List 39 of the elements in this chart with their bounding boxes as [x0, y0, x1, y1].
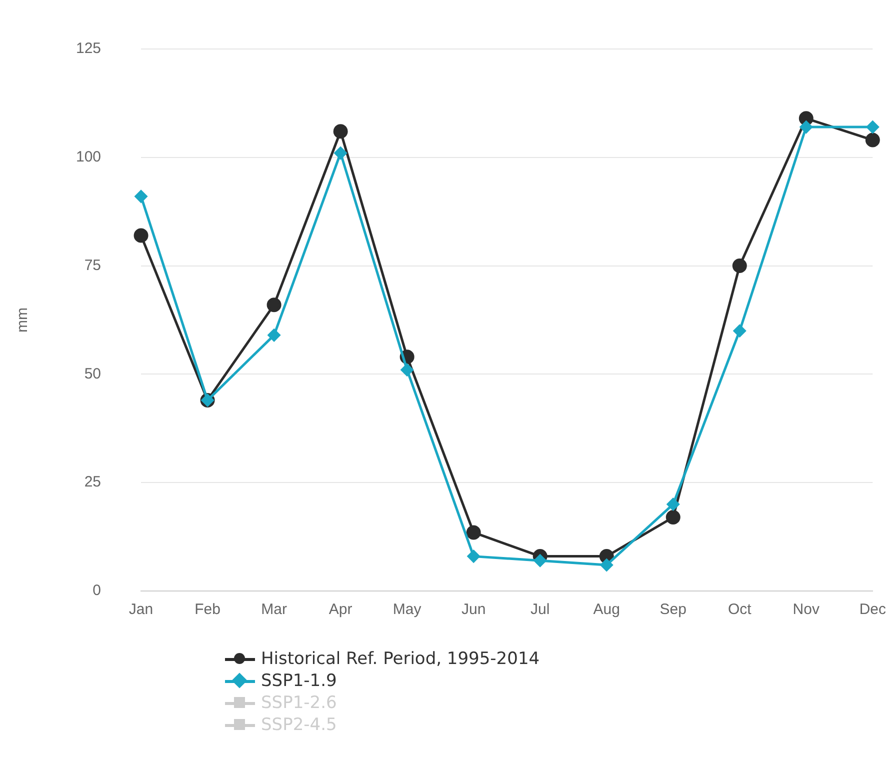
- point: [733, 324, 746, 338]
- point: [268, 328, 280, 342]
- point: [334, 146, 347, 160]
- y-tick-label: 25: [84, 474, 102, 491]
- x-tick-label: Mar: [261, 601, 287, 618]
- x-tick-label: Jan: [128, 601, 154, 618]
- point: [266, 298, 282, 312]
- x-tick-label: Feb: [194, 601, 220, 618]
- point: [666, 498, 680, 511]
- point: [666, 510, 680, 525]
- x-tick-label: Oct: [728, 601, 752, 618]
- point: [534, 554, 546, 567]
- x-tick-label: Dec: [859, 601, 886, 618]
- point: [865, 132, 880, 148]
- point: [333, 124, 348, 139]
- x-tick-label: May: [392, 601, 422, 618]
- point: [866, 120, 879, 134]
- x-tick-label: Nov: [792, 601, 820, 618]
- point: [134, 190, 148, 203]
- y-tick-label: 75: [84, 256, 102, 274]
- point: [400, 364, 414, 376]
- x-tick-label: Sep: [660, 601, 686, 618]
- y-axis-title: mm: [14, 308, 32, 332]
- x-tick-label: Jul: [530, 601, 550, 618]
- point: [134, 228, 148, 243]
- x-tick-label: Jun: [461, 601, 486, 618]
- point: [600, 558, 613, 572]
- point: [732, 258, 747, 274]
- point: [466, 525, 481, 540]
- y-tick-label: 125: [76, 40, 102, 58]
- legend-label: Historical Ref. Period, 1995-2014: [261, 648, 540, 670]
- point: [800, 120, 812, 134]
- y-tick-label: 0: [92, 582, 102, 600]
- legend-label: SSP1-1.9: [261, 670, 337, 692]
- x-tick-label: Aug: [593, 601, 620, 618]
- point: [467, 550, 480, 563]
- y-tick-label: 50: [84, 365, 102, 382]
- y-tick-label: 100: [76, 148, 102, 166]
- x-tick-label: Apr: [328, 601, 352, 618]
